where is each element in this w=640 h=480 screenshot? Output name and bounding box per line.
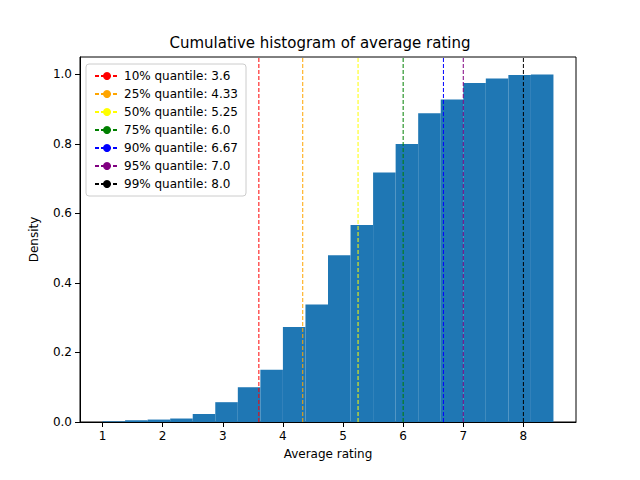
svg-text:75% quantile: 6.0: 75% quantile: 6.0 [124, 123, 230, 137]
svg-text:1: 1 [99, 429, 107, 443]
svg-text:0.4: 0.4 [53, 276, 72, 290]
svg-text:5: 5 [339, 429, 347, 443]
svg-text:4: 4 [279, 429, 287, 443]
svg-text:1.0: 1.0 [53, 67, 72, 81]
svg-text:6: 6 [399, 429, 407, 443]
svg-text:50% quantile: 5.25: 50% quantile: 5.25 [124, 105, 238, 119]
svg-text:Cumulative histogram of averag: Cumulative histogram of average rating [169, 34, 470, 52]
svg-text:8: 8 [520, 429, 528, 443]
svg-text:90% quantile: 6.67: 90% quantile: 6.67 [124, 141, 238, 155]
svg-text:0.6: 0.6 [53, 206, 72, 220]
svg-text:3: 3 [219, 429, 227, 443]
svg-text:Density: Density [27, 217, 41, 263]
svg-text:0.0: 0.0 [53, 415, 72, 429]
svg-text:0.2: 0.2 [53, 345, 72, 359]
svg-text:10% quantile: 3.6: 10% quantile: 3.6 [124, 69, 230, 83]
svg-text:Average rating: Average rating [284, 447, 373, 461]
svg-text:99% quantile: 8.0: 99% quantile: 8.0 [124, 177, 230, 191]
svg-text:25% quantile: 4.33: 25% quantile: 4.33 [124, 87, 238, 101]
svg-text:95% quantile: 7.0: 95% quantile: 7.0 [124, 159, 230, 173]
svg-text:0.8: 0.8 [53, 137, 72, 151]
svg-text:7: 7 [459, 429, 467, 443]
svg-text:2: 2 [159, 429, 167, 443]
